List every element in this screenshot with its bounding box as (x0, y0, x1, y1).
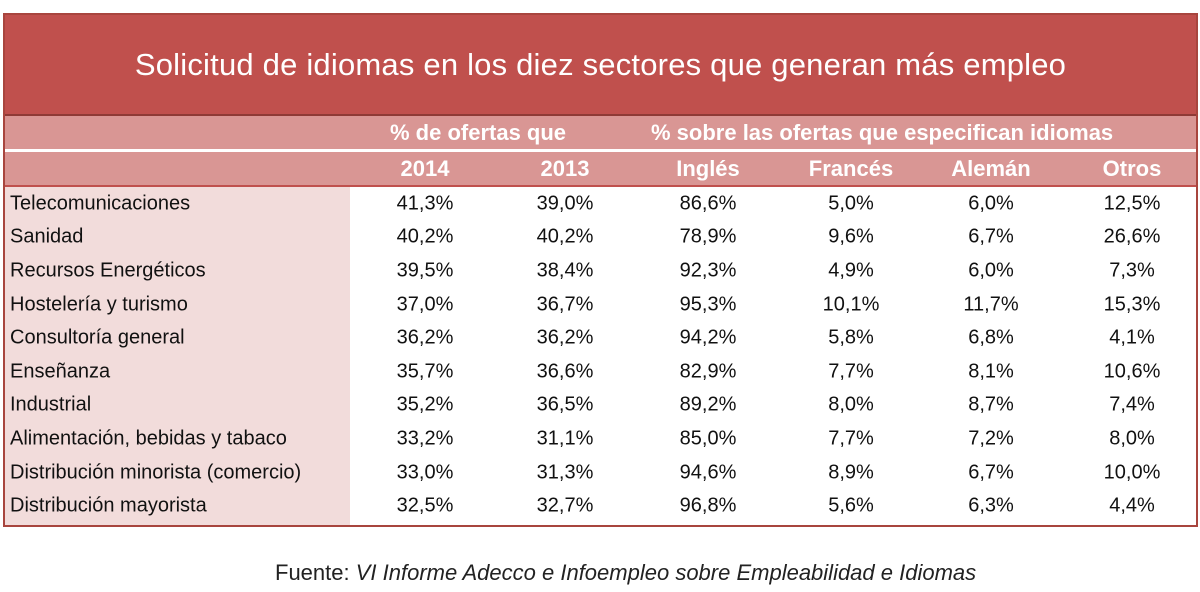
value-cell: 8,1% (968, 360, 1014, 383)
value-cell: 6,0% (968, 192, 1014, 215)
value-cell: 10,1% (822, 293, 880, 316)
table-row: Hostelería y turismo 37,0% 36,7% 95,3% 10,1%… (5, 288, 1196, 322)
table-row: Distribución minorista (comercio) 33,0% 31… (5, 456, 1196, 490)
value-cell: 32,5% (396, 494, 454, 517)
table-row: Consultoría general 36,2% 36,2% 94,2% 5,8% 6,… (5, 321, 1196, 355)
value-cell: 6,7% (968, 461, 1014, 484)
table-row: Distribución mayorista 32,5% 32,7% 96,8% 5,6… (5, 489, 1196, 523)
value-cell: 33,2% (396, 427, 454, 450)
table-row: Industrial 35,2% 36,5% 89,2% 8,0% 8,7% 7,4% (5, 389, 1196, 423)
value-cell: 5,0% (828, 192, 874, 215)
value-cell: 78,9% (679, 225, 737, 248)
source-label: Fuente: (275, 560, 350, 585)
value-cell: 5,6% (828, 494, 874, 517)
table-row: Sanidad 40,2% 40,2% 78,9% 9,6% 6,7% 26,6% (5, 221, 1196, 255)
table-row: Recursos Energéticos 39,5% 38,4% 92,3% 4,9% 6… (5, 254, 1196, 288)
value-cell: 7,4% (1109, 393, 1155, 416)
sector-cell: Consultoría general (10, 326, 185, 349)
value-cell: 10,6% (1103, 360, 1161, 383)
table-row: Telecomunicaciones 41,3% 39,0% 86,6% 5,0% 6,0… (5, 187, 1196, 221)
table-row: Alimentación, bebidas y tabaco 33,2% 31,1%… (5, 422, 1196, 456)
sector-cell: Industrial (10, 393, 92, 416)
value-cell: 8,7% (968, 393, 1014, 416)
value-cell: 31,1% (536, 427, 594, 450)
source-note: Fuente: VI Informe Adecco e Infoempleo s… (275, 560, 976, 586)
value-cell: 94,2% (679, 326, 737, 349)
value-cell: 39,0% (536, 192, 594, 215)
value-cell: 94,6% (679, 461, 737, 484)
sector-cell: Distribución minorista (comercio) (10, 461, 302, 484)
value-cell: 4,1% (1109, 326, 1155, 349)
value-cell: 41,3% (396, 192, 454, 215)
column-header-aleman: Alemán (951, 155, 1031, 181)
value-cell: 11,7% (963, 293, 1019, 316)
table-body: Telecomunicaciones 41,3% 39,0% 86,6% 5,0% 6,0… (5, 187, 1196, 525)
value-cell: 4,4% (1109, 494, 1155, 517)
value-cell: 8,0% (828, 393, 874, 416)
table-title: Solicitud de idiomas en los diez sectore… (134, 46, 1067, 82)
title-bar: Solicitud de idiomas en los diez sectore… (5, 15, 1196, 116)
value-cell: 35,7% (396, 360, 454, 383)
value-cell: 26,6% (1103, 225, 1161, 248)
column-header-row: 2014 2013 Inglés Francés Alemán Otros (5, 152, 1196, 187)
value-cell: 7,3% (1109, 259, 1155, 282)
value-cell: 6,8% (968, 326, 1014, 349)
value-cell: 7,7% (828, 360, 874, 383)
sector-cell: Distribución mayorista (10, 494, 207, 517)
sector-cell: Telecomunicaciones (10, 192, 191, 215)
value-cell: 92,3% (679, 259, 737, 282)
value-cell: 10,0% (1103, 461, 1161, 484)
value-cell: 37,0% (396, 293, 454, 316)
value-cell: 95,3% (679, 293, 737, 316)
value-cell: 6,7% (968, 225, 1014, 248)
group-header-row: % de ofertas que % sobre las ofertas que… (5, 116, 1196, 152)
value-cell: 40,2% (396, 225, 454, 248)
value-cell: 15,3% (1103, 293, 1161, 316)
value-cell: 96,8% (679, 494, 737, 517)
column-header-2014: 2014 (400, 155, 450, 181)
value-cell: 7,7% (828, 427, 874, 450)
value-cell: 89,2% (679, 393, 737, 416)
value-cell: 82,9% (679, 360, 737, 383)
value-cell: 40,2% (536, 225, 594, 248)
value-cell: 4,9% (828, 259, 874, 282)
value-cell: 38,4% (536, 259, 594, 282)
group-header-languages: % sobre las ofertas que especifican idio… (651, 119, 1114, 145)
value-cell: 12,5% (1103, 192, 1161, 215)
value-cell: 8,0% (1109, 427, 1155, 450)
value-cell: 36,2% (396, 326, 454, 349)
value-cell: 36,2% (536, 326, 594, 349)
group-header-offers: % de ofertas que (390, 119, 567, 145)
value-cell: 31,3% (536, 461, 594, 484)
column-header-otros: Otros (1102, 155, 1162, 181)
table-frame: Solicitud de idiomas en los diez sectore… (3, 13, 1198, 527)
sector-cell: Hostelería y turismo (10, 293, 188, 316)
sector-column-background (5, 187, 350, 525)
sector-cell: Recursos Energéticos (10, 259, 206, 282)
value-cell: 8,9% (828, 461, 874, 484)
value-cell: 36,5% (536, 393, 594, 416)
value-cell: 6,3% (968, 494, 1014, 517)
value-cell: 85,0% (679, 427, 737, 450)
column-header-frances: Francés (808, 155, 894, 181)
sector-cell: Alimentación, bebidas y tabaco (10, 427, 287, 450)
value-cell: 32,7% (536, 494, 594, 517)
value-cell: 86,6% (679, 192, 737, 215)
value-cell: 36,7% (536, 293, 594, 316)
value-cell: 5,8% (828, 326, 874, 349)
value-cell: 39,5% (396, 259, 454, 282)
column-header-2013: 2013 (540, 155, 590, 181)
sector-cell: Enseñanza (10, 360, 111, 383)
value-cell: 35,2% (396, 393, 454, 416)
table-row: Enseñanza 35,7% 36,6% 82,9% 7,7% 8,1% 10,6% (5, 355, 1196, 389)
value-cell: 7,2% (968, 427, 1014, 450)
value-cell: 36,6% (536, 360, 594, 383)
value-cell: 9,6% (828, 225, 874, 248)
sector-cell: Sanidad (10, 225, 84, 248)
column-header-ingles: Inglés (676, 155, 740, 181)
source-text: VI Informe Adecco e Infoempleo sobre Emp… (355, 560, 977, 585)
value-cell: 6,0% (968, 259, 1014, 282)
value-cell: 33,0% (396, 461, 454, 484)
